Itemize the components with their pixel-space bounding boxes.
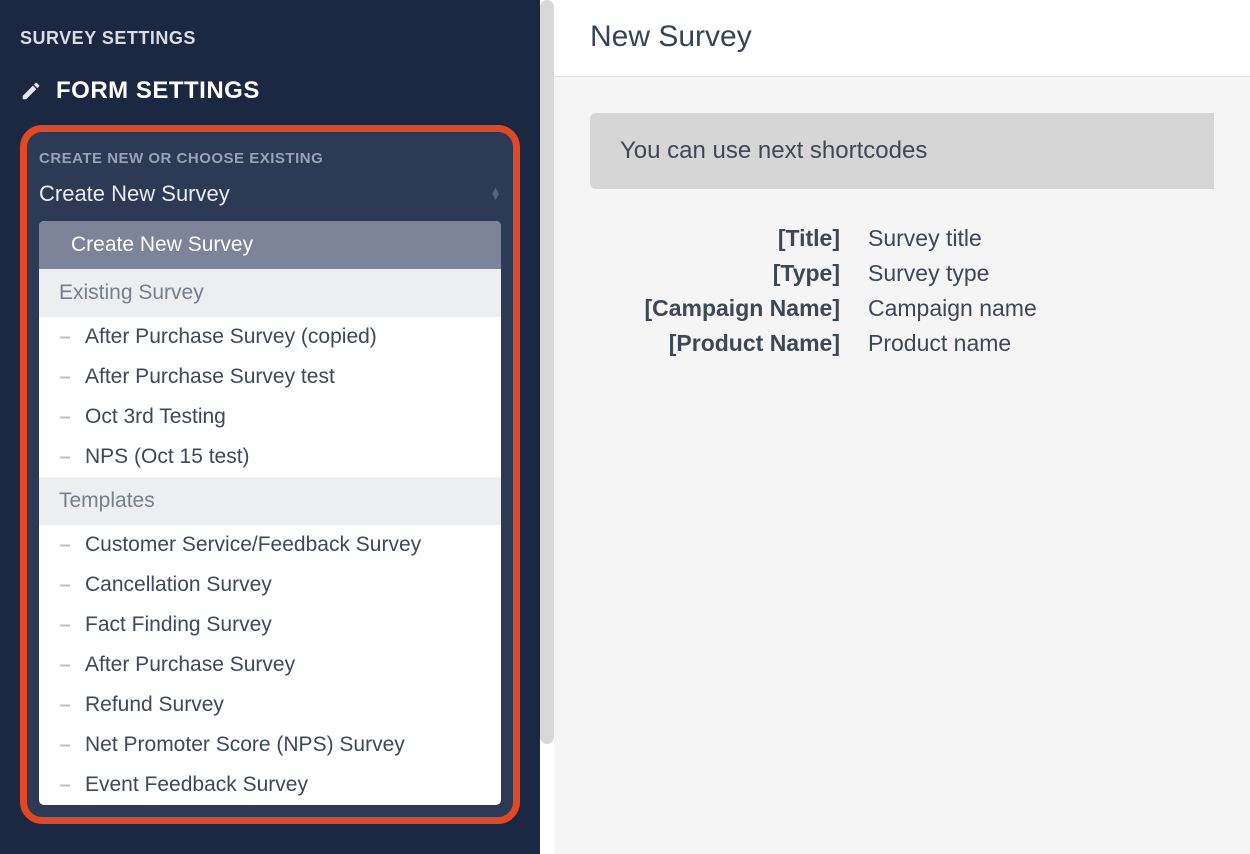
dash-icon: – [59,654,71,677]
shortcode-value: Survey title [868,225,1214,252]
sort-icon: ▲▼ [490,188,501,200]
dash-icon: – [59,774,71,797]
dropdown-option-label: After Purchase Survey [85,653,295,677]
page-title: New Survey [590,20,1214,54]
dropdown-highlight-box: CREATE NEW OR CHOOSE EXISTING Create New… [20,125,520,824]
shortcodes-banner: You can use next shortcodes [590,113,1214,189]
shortcode-key: [Product Name] [590,330,840,357]
form-settings-label: FORM SETTINGS [56,77,260,105]
pencil-icon [20,80,42,102]
dash-icon: – [59,406,71,429]
dash-icon: – [59,446,71,469]
dropdown-option[interactable]: –After Purchase Survey test [39,357,501,397]
dash-icon: – [59,366,71,389]
dropdown-group-header: Templates [39,477,501,525]
dropdown-option-label: After Purchase Survey test [85,365,335,389]
dropdown-option[interactable]: –Customer Service/Feedback Survey [39,525,501,565]
shortcode-value: Survey type [868,260,1214,287]
main-panel: New Survey You can use next shortcodes [… [554,0,1250,854]
dropdown-option-label: Oct 3rd Testing [85,405,226,429]
dropdown-option-label: Event Feedback Survey [85,773,308,797]
dropdown-option-create-new[interactable]: Create New Survey [39,221,501,269]
dropdown-option-label: Refund Survey [85,693,224,717]
dropdown-list: Create New Survey Existing Survey –After… [39,221,501,805]
dropdown-option[interactable]: –Fact Finding Survey [39,605,501,645]
dropdown-option-label: After Purchase Survey (copied) [85,325,377,349]
main-body: You can use next shortcodes [Title] Surv… [554,77,1250,393]
dash-icon: – [59,574,71,597]
dropdown-selected-text: Create New Survey [39,181,230,207]
dropdown-option[interactable]: –After Purchase Survey (copied) [39,317,501,357]
shortcodes-table: [Title] Survey title [Type] Survey type … [590,225,1214,357]
dash-icon: – [59,534,71,557]
dropdown-option[interactable]: –Cancellation Survey [39,565,501,605]
dropdown-option[interactable]: –NPS (Oct 15 test) [39,437,501,477]
scrollbar[interactable] [540,0,554,744]
dropdown-option[interactable]: –After Purchase Survey [39,645,501,685]
dropdown-option-label: NPS (Oct 15 test) [85,445,250,469]
dropdown-option-label: Net Promoter Score (NPS) Survey [85,733,405,757]
dropdown-option[interactable]: –Event Feedback Survey [39,765,501,805]
sidebar: SURVEY SETTINGS FORM SETTINGS CREATE NEW… [0,0,540,854]
dash-icon: – [59,734,71,757]
dropdown-option-label: Fact Finding Survey [85,613,272,637]
dropdown-option[interactable]: –Refund Survey [39,685,501,725]
dropdown-option[interactable]: –Oct 3rd Testing [39,397,501,437]
dash-icon: – [59,694,71,717]
dropdown-label: CREATE NEW OR CHOOSE EXISTING [39,150,501,167]
dropdown-option-label: Customer Service/Feedback Survey [85,533,421,557]
shortcode-value: Campaign name [868,295,1214,322]
shortcode-key: [Type] [590,260,840,287]
form-settings-heading[interactable]: FORM SETTINGS [20,77,520,105]
dropdown-selected[interactable]: Create New Survey ▲▼ [39,177,501,221]
sidebar-title: SURVEY SETTINGS [20,28,520,49]
shortcode-value: Product name [868,330,1214,357]
dash-icon: – [59,326,71,349]
shortcode-key: [Title] [590,225,840,252]
main-header: New Survey [554,0,1250,77]
dash-icon: – [59,614,71,637]
dropdown-group-header: Existing Survey [39,269,501,317]
dropdown-option[interactable]: –Net Promoter Score (NPS) Survey [39,725,501,765]
dropdown-option-label: Cancellation Survey [85,573,272,597]
shortcode-key: [Campaign Name] [590,295,840,322]
